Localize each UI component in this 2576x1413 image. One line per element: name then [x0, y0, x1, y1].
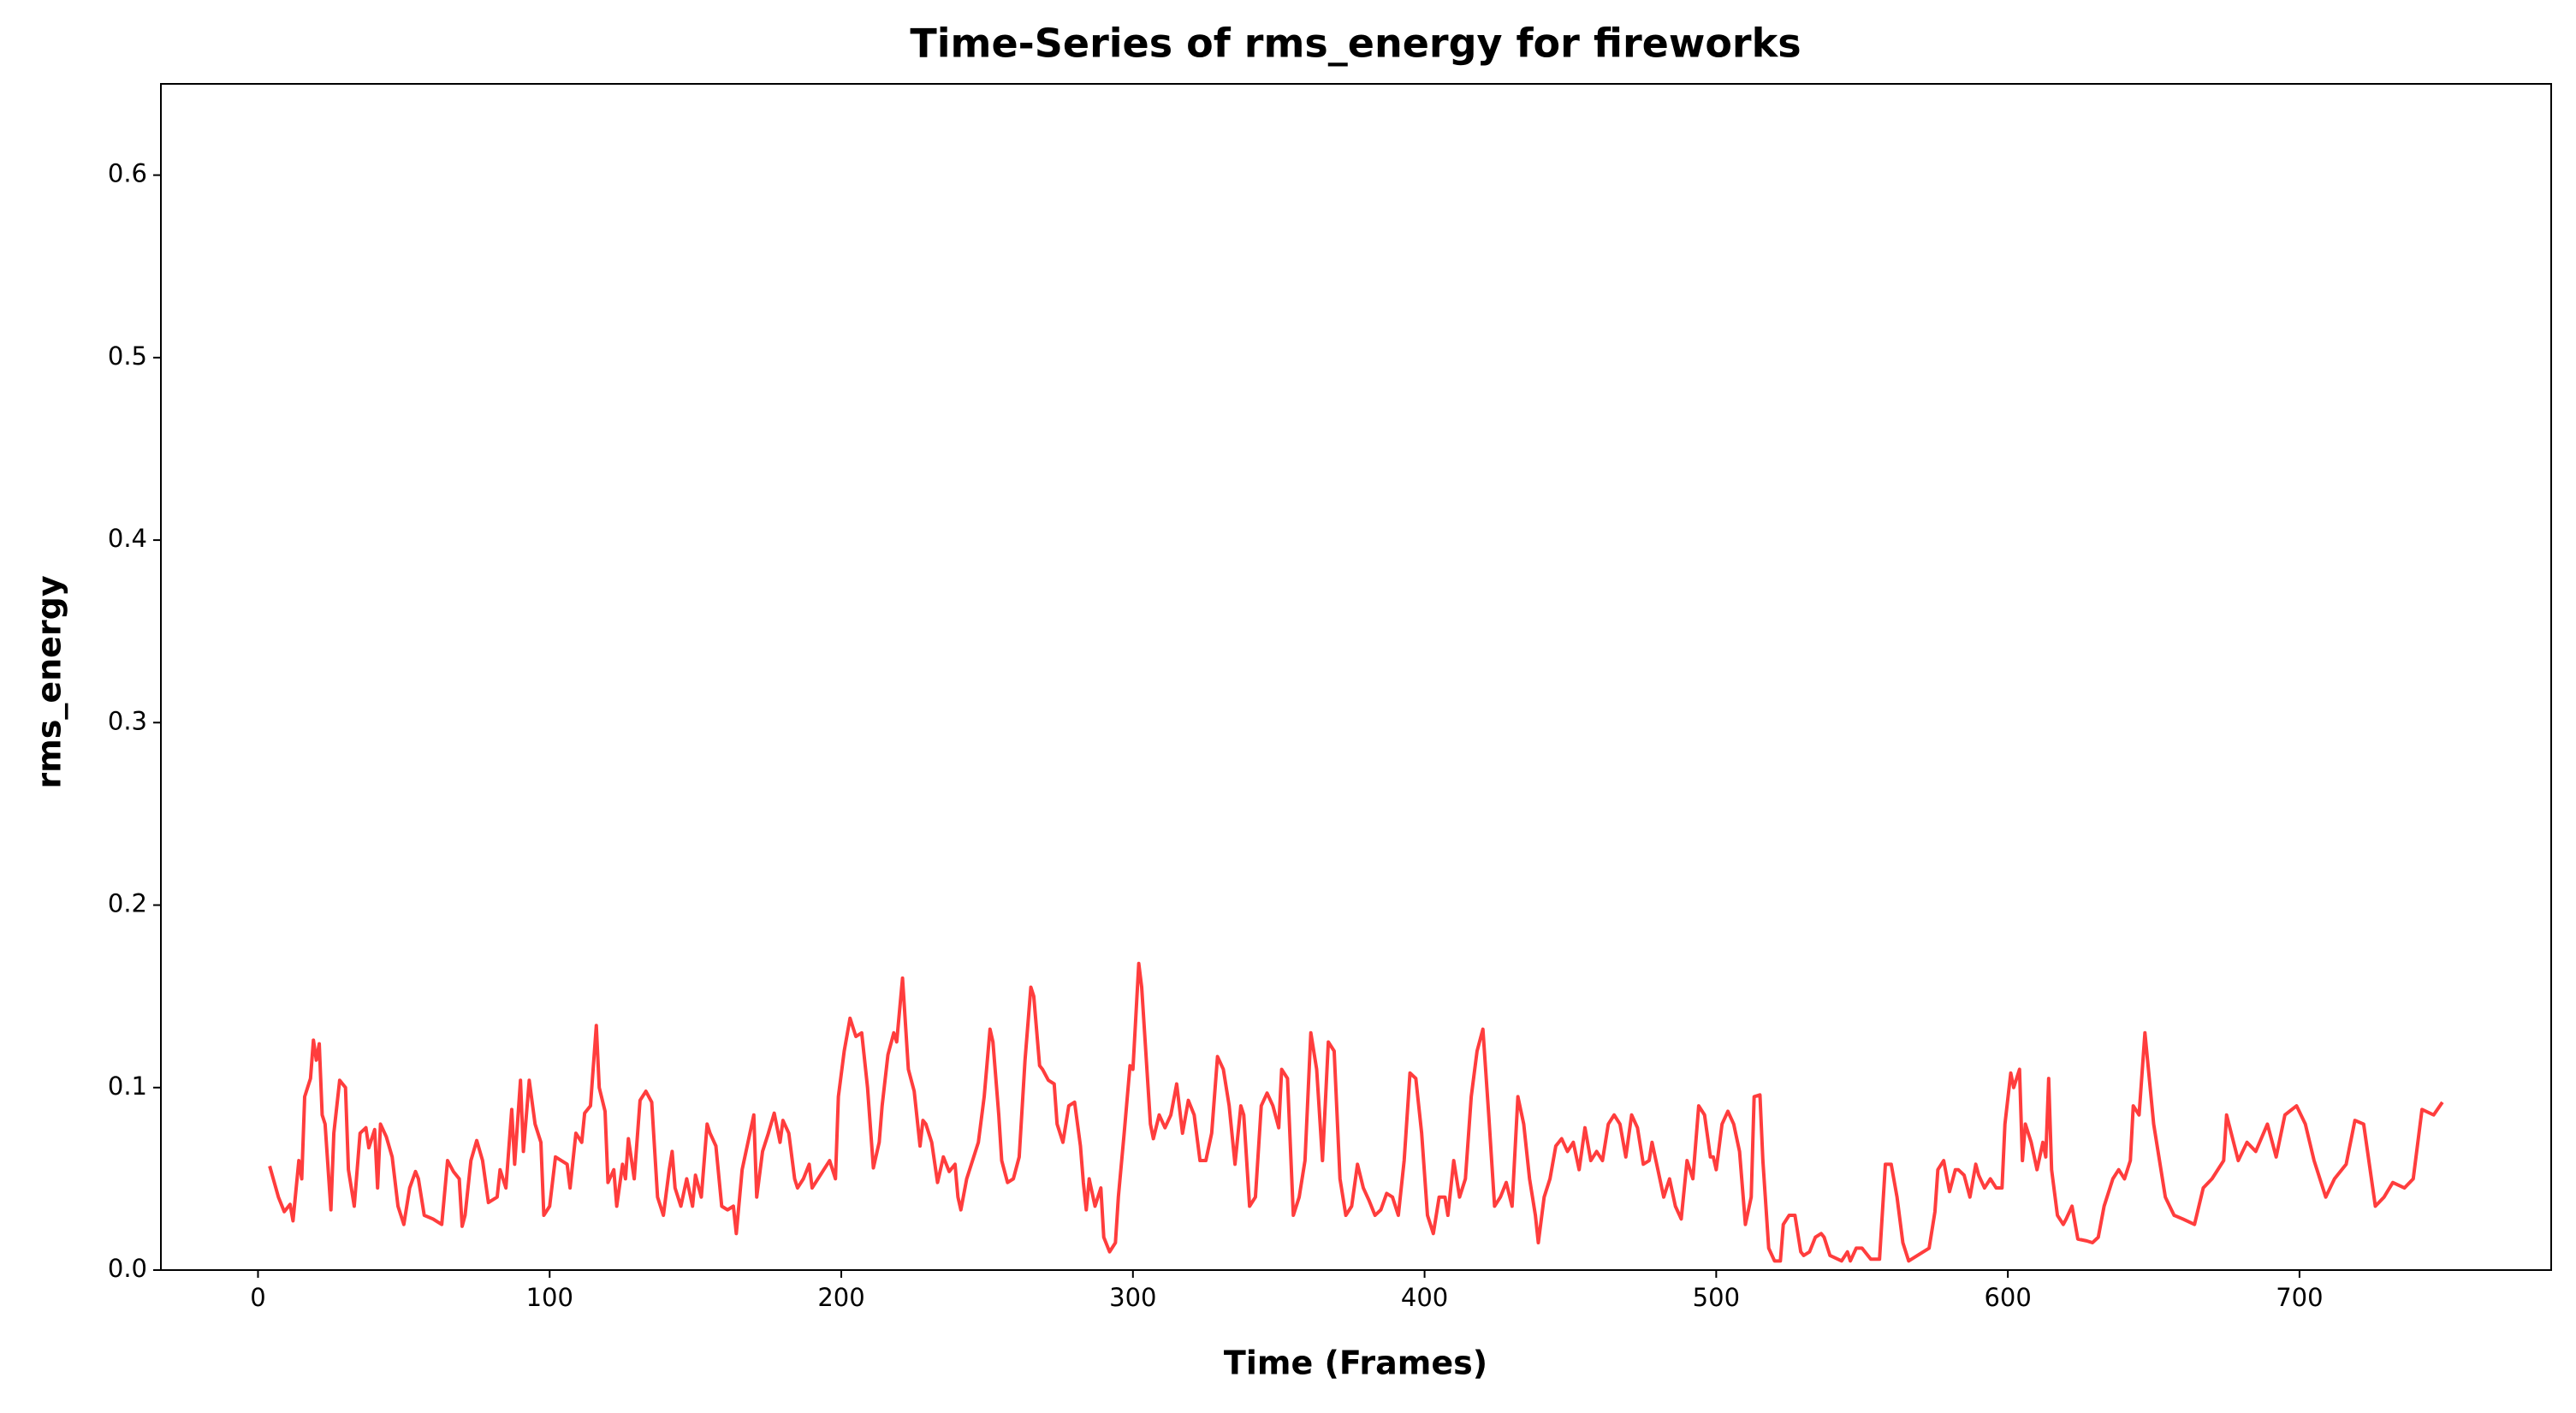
y-tick-label: 0.4: [108, 524, 147, 553]
line-series: [268, 961, 2444, 1263]
x-tick-label: 0: [250, 1283, 265, 1312]
y-axis-label: rms_energy: [31, 575, 68, 788]
y-tick-label: 0.1: [108, 1072, 147, 1101]
x-tick-label: 200: [817, 1283, 864, 1312]
x-tick-label: 300: [1109, 1283, 1156, 1312]
y-tick-label: 0.2: [108, 889, 147, 918]
y-tick-label: 0.3: [108, 706, 147, 735]
x-axis-label: Time (Frames): [1224, 1345, 1487, 1382]
x-tick-label: 100: [526, 1283, 573, 1312]
x-tick-label: 700: [2276, 1283, 2323, 1312]
plot-frame: [160, 83, 2552, 1271]
y-tick-label: 0.0: [108, 1254, 147, 1283]
y-tick-label: 0.6: [108, 159, 147, 188]
x-tick-label: 500: [1693, 1283, 1740, 1312]
x-tick-label: 600: [1984, 1283, 2031, 1312]
chart-title: Time-Series of rms_energy for fireworks: [910, 21, 1801, 67]
y-tick-label: 0.5: [108, 341, 147, 371]
x-tick-label: 400: [1401, 1283, 1448, 1312]
